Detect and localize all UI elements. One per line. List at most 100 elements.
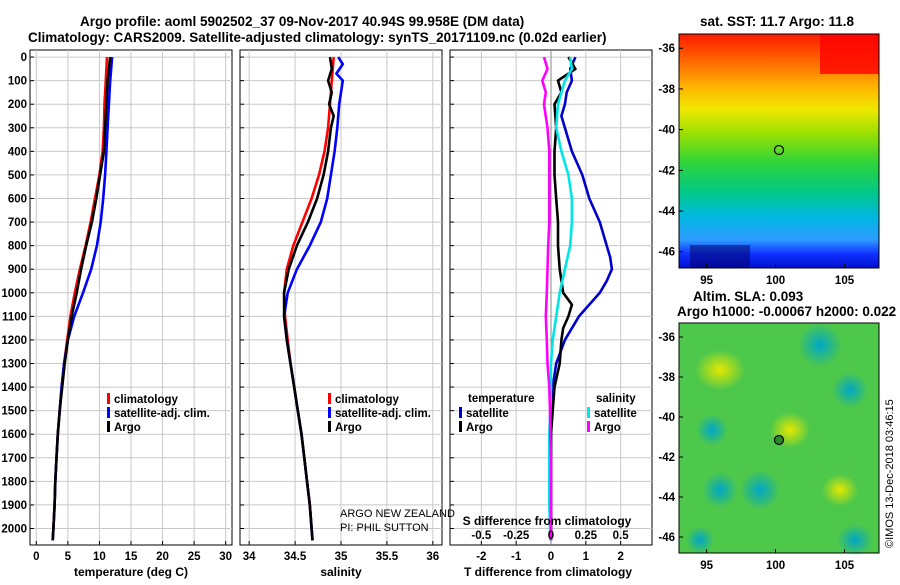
depth-tick-label: 1400 [1, 382, 27, 394]
depth-tick-label: 100 [8, 76, 27, 88]
sst-frame [678, 33, 880, 269]
t-difference-axis-label: T difference from climatology [464, 565, 632, 579]
series-line-temperature-argo [549, 56, 577, 541]
sla-frame [678, 322, 880, 554]
depth-tick-label: 800 [8, 241, 27, 253]
map-lat-label: -44 [658, 492, 675, 504]
map-lat-label: -38 [658, 372, 675, 384]
sst-map-title: sat. SST: 11.7 Argo: 11.8 [700, 14, 855, 29]
x-tick-label: 35.5 [376, 551, 399, 563]
depth-tick-label: 1200 [1, 335, 27, 347]
depth-tick-label: 600 [8, 194, 27, 206]
legend-label-argo: Argo [114, 422, 141, 434]
depth-tick-label: 2000 [1, 524, 27, 536]
legend-label-temp-argo: Argo [466, 422, 493, 434]
series-line-salinity-argo [540, 56, 553, 541]
s-diff-tick-label: -0.5 [471, 530, 491, 542]
legend-swatch-climatology [107, 393, 110, 404]
depth-tick-label: 0 [21, 52, 27, 64]
x-tick-label: -2 [476, 551, 486, 563]
sla-highlight [822, 474, 858, 506]
legend-salinity: climatology satellite-adj. clim. Argo [328, 393, 431, 434]
sla-map-title-1: Altim. SLA: 0.093 [693, 289, 804, 304]
credit-line-1: ARGO NEW ZEALAND [340, 508, 455, 520]
map-lat-label: -36 [658, 332, 675, 344]
depth-tick-label: 1900 [1, 500, 27, 512]
map-lon-label: 105 [835, 275, 855, 287]
sla-float-marker [773, 434, 785, 446]
map-lat-label: -42 [658, 452, 675, 464]
sla-blob [702, 472, 738, 508]
sla-map: -36 -38 -40 -42 -44 -46 95 100 105 [658, 322, 880, 572]
s-difference-axis-label: S difference from climatology [463, 514, 632, 528]
legend-swatch-satellite [328, 407, 331, 418]
map-lat-label: -36 [658, 43, 675, 55]
map-lon-label: 100 [766, 560, 785, 572]
legend-label-temp-satellite: satellite [466, 408, 509, 420]
x-tick-label: -1 [511, 551, 522, 563]
x-tick-label: 20 [156, 551, 169, 563]
legend-label-argo: Argo [335, 422, 362, 434]
sst-warm-patch [820, 34, 879, 74]
salinity-axis-label: salinity [320, 565, 362, 579]
map-lat-label: -38 [658, 84, 675, 96]
legend-difference: temperature satellite Argo salinity sate… [459, 393, 637, 434]
x-tick-label: 34 [243, 551, 256, 563]
x-tick-label: 36 [426, 551, 439, 563]
x-tick-label: 0 [548, 551, 554, 563]
series-line-argo [51, 56, 112, 541]
map-lon-label: 95 [700, 560, 713, 572]
sla-blob [696, 414, 728, 446]
x-tick-label: 0 [33, 551, 39, 563]
sst-cold-patch [690, 245, 750, 268]
s-diff-tick-label: 0.5 [613, 530, 630, 542]
x-tick-label: 10 [93, 551, 106, 563]
sla-blob [837, 524, 873, 556]
map-lat-label: -44 [658, 206, 675, 218]
legend-swatch-temp-satellite [459, 407, 462, 418]
sla-blob [798, 323, 842, 367]
legend-swatch-argo [107, 421, 110, 432]
legend-label-climatology: climatology [114, 394, 179, 406]
x-tick-label: 30 [219, 551, 232, 563]
x-tick-labels: 0 5 10 15 20 25 30 34 34.5 35 35.5 36 -2 -1 0 1 2 -0.5 -0.… [33, 530, 629, 563]
title-line-1: Argo profile: aoml 5902502_37 09-Nov-201… [80, 14, 524, 29]
map-lon-label: 100 [766, 275, 785, 287]
depth-tick-label: 500 [8, 170, 27, 182]
depth-tick-label: 1300 [1, 359, 27, 371]
credit-line-2: PI: PHIL SUTTON [340, 522, 429, 534]
depth-tick-label: 1600 [1, 429, 27, 441]
depth-tick-label: 300 [8, 123, 27, 135]
depth-tick-label: 900 [8, 264, 27, 276]
map-lon-label: 105 [835, 560, 855, 572]
x-tick-label: 5 [65, 551, 72, 563]
sst-float-marker [773, 144, 785, 156]
legend-head-salinity: salinity [596, 393, 636, 405]
map-lat-label: -46 [658, 247, 675, 259]
x-tick-label: 34.5 [284, 551, 307, 563]
legend-swatch-climatology [328, 393, 331, 404]
s-diff-tick-label: -0.25 [503, 530, 530, 542]
legend-swatch-satellite [107, 407, 110, 418]
legend-label-satellite: satellite-adj. clim. [335, 408, 431, 420]
depth-tick-label: 700 [8, 217, 27, 229]
x-tick-label: 15 [125, 551, 138, 563]
map-lat-label: -42 [658, 165, 675, 177]
legend-swatch-sal-argo [587, 421, 590, 432]
legend-swatch-argo [328, 421, 331, 432]
legend-head-temperature: temperature [468, 393, 534, 405]
series-line-salinity-satellite [547, 56, 574, 541]
x-tick-label: 2 [617, 551, 623, 563]
series-line-climatology [282, 56, 335, 541]
legend-label-satellite: satellite-adj. clim. [114, 408, 210, 420]
s-diff-tick-label: 0 [548, 530, 554, 542]
legend-temperature: climatology satellite-adj. clim. Argo [107, 393, 210, 434]
map-lat-label: -40 [658, 125, 675, 137]
depth-tick-label: 1000 [1, 288, 27, 300]
temperature-axis-label: temperature (deg C) [74, 565, 188, 579]
title-line-2: Climatology: CARS2009. Satellite-adjuste… [28, 30, 606, 45]
depth-tick-label: 1100 [2, 311, 27, 323]
sla-axis-ticks: -36 -38 -40 -42 -44 -46 95 100 105 [658, 332, 854, 572]
series-line-argo [282, 56, 336, 541]
